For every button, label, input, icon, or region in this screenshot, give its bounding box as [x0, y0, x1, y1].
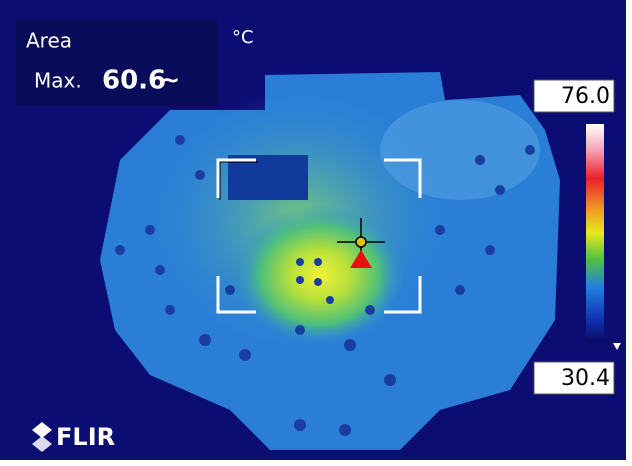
max-label: Max. — [34, 69, 82, 93]
measurement-label: Area — [26, 29, 72, 53]
scale-max-box — [533, 79, 615, 113]
scale-min: 30.4 — [561, 366, 610, 391]
scale-max: 76.0 — [561, 84, 610, 109]
cool-area — [380, 100, 540, 200]
unit: °C — [232, 27, 254, 48]
measurement-panel — [16, 20, 218, 106]
area-box — [216, 158, 422, 314]
level-marker — [613, 343, 621, 350]
crosshair — [337, 218, 385, 266]
logo: FLIR — [56, 423, 115, 451]
max-value: 60.6 — [102, 66, 166, 96]
vias — [115, 135, 535, 436]
max-marker — [350, 250, 372, 268]
scale-min-box — [533, 361, 615, 395]
logo-mark — [32, 422, 52, 452]
color-bar — [586, 124, 604, 342]
hot-spot — [235, 205, 405, 345]
max-suffix: ~ — [160, 66, 180, 94]
